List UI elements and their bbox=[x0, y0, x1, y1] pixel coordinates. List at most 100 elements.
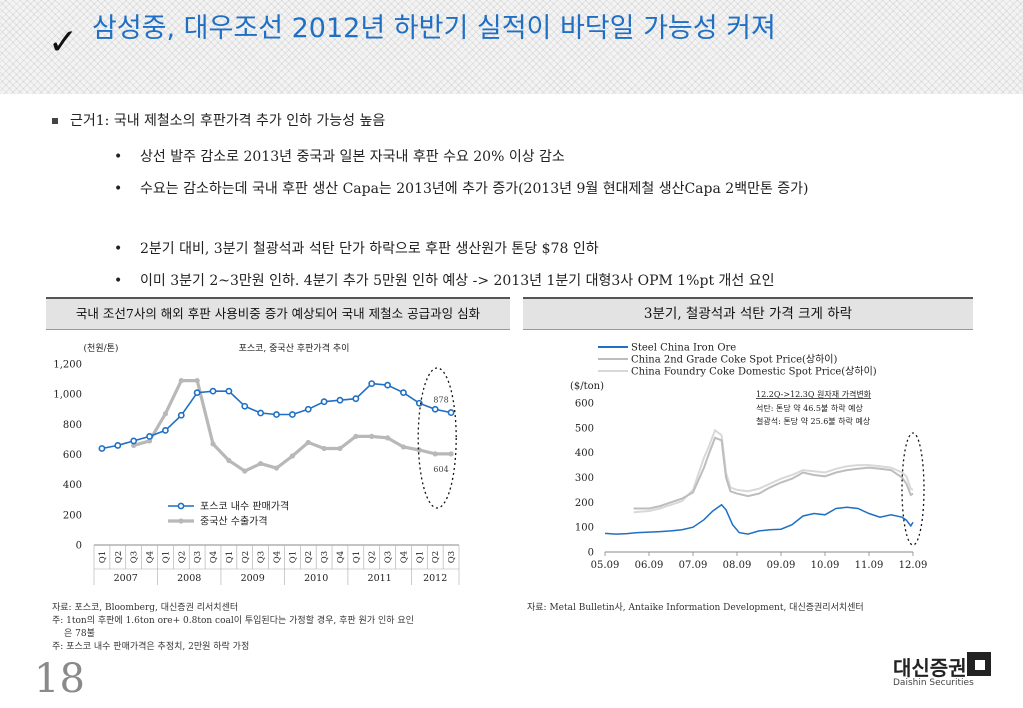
china-data-point bbox=[321, 445, 327, 452]
y-axis-unit-label: (천원/톤) bbox=[84, 343, 119, 354]
sub-bullet-text: 상선 발주 감소로 2013년 중국과 일본 자국내 후판 수요 20% 이상 … bbox=[140, 149, 565, 165]
y-tick-label: 1,000 bbox=[53, 390, 82, 401]
y-tick-label: 200 bbox=[63, 510, 82, 521]
x-tick-label: Q3 bbox=[193, 551, 203, 563]
china-data-point bbox=[384, 435, 391, 441]
source-line: 자료: 포스코, Bloomberg, 대신증권 리서치센터 bbox=[52, 603, 239, 613]
year-label: 2007 bbox=[114, 573, 138, 584]
china-data-point bbox=[369, 433, 375, 439]
plate-price-chart: (천원/톤) 포스코, 중국산 후판가격 추이 0 200 400 600 800 1,000… bbox=[53, 342, 460, 585]
china-data-point bbox=[146, 438, 153, 444]
source-line: 주: 포스코 내수 판매가격은 추정치, 2만원 하락 가정 bbox=[52, 642, 250, 652]
china-data-point bbox=[273, 465, 280, 471]
posco-data-point bbox=[225, 387, 233, 395]
x-tick-label: Q2 bbox=[114, 551, 124, 563]
page-number: 18 bbox=[34, 656, 85, 702]
y-tick-label: 0 bbox=[588, 548, 594, 559]
posco-data-point bbox=[447, 409, 455, 416]
x-tick-label: Q2 bbox=[177, 551, 187, 563]
china-data-point bbox=[178, 377, 184, 384]
sub-bullet-text: 이미 3분기 2~3만원 인하. 4분기 추가 5만원 인하 예상 -> 201… bbox=[140, 273, 775, 289]
china-data-point bbox=[448, 451, 454, 457]
y-tick-label: 400 bbox=[575, 448, 594, 459]
x-tick-label: 06.09 bbox=[635, 560, 664, 571]
posco-data-point bbox=[162, 426, 169, 434]
coke-2nd-grade-line bbox=[633, 436, 914, 510]
legend-marker-posco bbox=[177, 502, 185, 510]
legend-label-posco: 포스코 내수 판매가격 bbox=[200, 500, 289, 513]
posco-data-point bbox=[98, 445, 106, 452]
legend-label: China Foundry Coke Domestic Spot Price(상… bbox=[631, 365, 877, 378]
china-data-point bbox=[210, 441, 216, 447]
y-tick-label: 500 bbox=[575, 423, 594, 434]
posco-data-point bbox=[336, 396, 344, 404]
page-title: 삼성중, 대우조선 2012년 하반기 실적이 바닥일 가능성 커져 bbox=[92, 13, 776, 44]
x-tick-label: Q2 bbox=[241, 551, 251, 563]
legend-label: China 2nd Grade Coke Spot Price(상하이) bbox=[631, 353, 838, 366]
y-tick-label: 1,200 bbox=[53, 360, 82, 371]
china-data-point bbox=[226, 457, 232, 464]
china-data-point bbox=[242, 468, 248, 474]
year-label: 2008 bbox=[177, 573, 201, 584]
posco-data-point bbox=[241, 402, 249, 410]
china-data-point bbox=[305, 439, 311, 446]
posco-data-point bbox=[114, 442, 122, 449]
x-tick-label: Q4 bbox=[336, 551, 346, 563]
x-tick-label: Q1 bbox=[161, 551, 171, 563]
china-data-point bbox=[353, 433, 359, 439]
main-bullet: 근거1: 국내 제철소의 후판가격 추가 인하 가능성 높음 bbox=[52, 110, 385, 130]
posco-data-point bbox=[352, 395, 360, 403]
legend-label: Steel China Iron Ore bbox=[631, 343, 736, 354]
year-label: 2012 bbox=[423, 573, 447, 584]
x-tick-label: 10.09 bbox=[811, 560, 840, 571]
posco-data-point bbox=[415, 399, 423, 407]
posco-data-point bbox=[273, 411, 280, 418]
y-tick-label: 200 bbox=[575, 498, 594, 509]
posco-data-point bbox=[400, 389, 407, 397]
posco-data-point bbox=[384, 381, 391, 389]
x-tick-label: Q2 bbox=[304, 551, 314, 563]
x-tick-label: Q1 bbox=[352, 551, 362, 563]
year-label: 2010 bbox=[304, 573, 328, 584]
x-tick-label: Q1 bbox=[415, 551, 425, 563]
annotation-title: 12.2Q->12.3Q 원자재 가격변화 bbox=[756, 389, 872, 399]
sub-bullet-text: 수요는 감소하는데 국내 후판 생산 Capa는 2013년에 추가 증가(20… bbox=[140, 181, 809, 197]
year-label: 2009 bbox=[241, 573, 265, 584]
posco-data-point bbox=[304, 405, 312, 413]
source-line: 은 78불 bbox=[64, 629, 95, 639]
x-tick-label: Q1 bbox=[288, 551, 298, 563]
left-chart-header: 국내 조선7사의 해외 후판 사용비중 증가 예상되어 국내 제철소 공급과잉 … bbox=[46, 297, 510, 330]
posco-data-point bbox=[320, 398, 328, 406]
y-tick-label: 600 bbox=[63, 450, 82, 461]
y-tick-label: 600 bbox=[575, 399, 594, 410]
iron-ore-line bbox=[604, 503, 914, 535]
posco-data-point bbox=[209, 387, 217, 395]
y-tick-label: 800 bbox=[63, 420, 82, 431]
right-source-note: 자료: Metal Bulletin사, Antaike Information… bbox=[527, 603, 864, 613]
chart-title: 포스코, 중국산 후판가격 추이 bbox=[239, 342, 350, 354]
china-data-point bbox=[289, 453, 295, 459]
posco-data-point bbox=[177, 411, 185, 419]
x-tick-label: Q4 bbox=[273, 551, 283, 563]
bullet-dot-icon: • bbox=[114, 273, 123, 289]
china-data-point bbox=[162, 411, 169, 417]
x-tick-label: Q2 bbox=[368, 551, 378, 563]
posco-data-point bbox=[368, 380, 376, 388]
sub-bullet: • 2분기 대비, 3분기 철광석과 석탄 단가 하락으로 후판 생산원가 톤당 … bbox=[114, 236, 960, 262]
y-tick-label: 100 bbox=[575, 523, 594, 534]
posco-data-point bbox=[288, 411, 296, 418]
y-tick-label: 0 bbox=[76, 541, 82, 552]
annotation-604: 604 bbox=[433, 465, 448, 474]
x-tick-label: Q3 bbox=[447, 551, 457, 563]
x-tick-label: 05.09 bbox=[591, 560, 620, 571]
bullet-dot-icon: • bbox=[114, 181, 123, 197]
x-tick-label: 07.09 bbox=[679, 560, 708, 571]
annotation-878: 878 bbox=[433, 396, 448, 405]
posco-data-point bbox=[130, 437, 138, 445]
legend-marker-china bbox=[178, 518, 184, 524]
x-tick-label: Q1 bbox=[98, 551, 108, 563]
sub-bullet: • 이미 3분기 2~3만원 인하. 4분기 추가 5만원 인하 예상 -> 20… bbox=[114, 268, 960, 294]
left-source-notes: 자료: 포스코, Bloomberg, 대신증권 리서치센터 주: 1ton의 … bbox=[52, 602, 512, 654]
china-data-point bbox=[131, 442, 137, 449]
checkmark-icon: ✓ bbox=[48, 22, 79, 63]
